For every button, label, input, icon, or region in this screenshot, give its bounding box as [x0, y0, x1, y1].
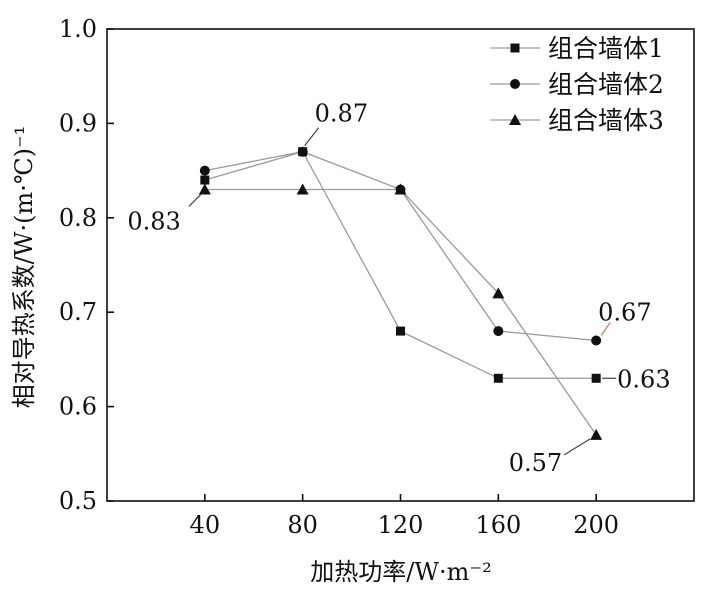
annotation-label: 0.57: [509, 449, 562, 477]
annotation-label: 0.63: [617, 365, 670, 393]
plot-frame: [106, 28, 695, 502]
data-point-series-2: [493, 326, 504, 337]
legend-label-3: 组合墙体3: [548, 106, 664, 135]
y-tick-label: 0.7: [59, 298, 97, 326]
data-point-series-3: [492, 287, 505, 299]
data-point-series-3: [394, 183, 407, 195]
data-point-series-3: [296, 183, 309, 195]
legend-marker-1: [510, 43, 520, 53]
data-point-series-2: [297, 146, 308, 157]
data-markers: [198, 146, 603, 440]
y-tick-label: 0.6: [59, 393, 97, 421]
data-point-series-2: [199, 165, 210, 176]
series-line-3: [204, 188, 597, 436]
legend-label-1: 组合墙体1: [548, 34, 664, 63]
annotation-leader: [600, 322, 611, 336]
legend-marker-3: [509, 114, 521, 125]
annotation-leader: [304, 127, 320, 147]
legend: 组合墙体1 组合墙体2 组合墙体3: [490, 34, 664, 135]
annotation-label: 0.87: [315, 100, 368, 128]
annotations: 0.83 0.87 0.67 0.63 0.57: [127, 100, 670, 477]
annotation-leader: [188, 194, 202, 207]
y-axis-title: 相对导热系数/W·(m·℃)⁻¹: [10, 126, 38, 409]
data-point-series-1: [493, 373, 503, 383]
y-tick-label: 0.9: [59, 109, 97, 137]
x-tick-label: 40: [190, 511, 221, 539]
x-axis-title: 加热功率/W·m⁻²: [310, 558, 491, 586]
ticks: 0.5 0.6 0.7 0.8 0.9 1.0 40 80 120 160 200: [59, 15, 619, 539]
legend-marker-2: [510, 79, 520, 89]
legend-label-2: 组合墙体2: [548, 70, 664, 99]
data-point-series-1: [591, 373, 601, 383]
x-tick-label: 80: [287, 511, 318, 539]
annotation-leader: [563, 438, 591, 456]
annotation-label: 0.67: [598, 299, 651, 327]
annotation-label: 0.83: [127, 207, 180, 235]
data-point-series-1: [200, 175, 210, 185]
series-line-2: [204, 151, 597, 342]
y-tick-label: 0.8: [59, 204, 97, 232]
y-tick-label: 0.5: [59, 487, 97, 515]
data-point-series-3: [198, 183, 211, 195]
axes: [106, 28, 695, 502]
y-tick-label: 1.0: [59, 15, 97, 43]
x-tick-label: 120: [378, 511, 424, 539]
data-point-series-2: [591, 335, 602, 346]
data-point-series-3: [590, 428, 603, 440]
x-tick-label: 200: [573, 511, 619, 539]
x-tick-label: 160: [475, 511, 521, 539]
data-point-series-1: [396, 326, 405, 336]
